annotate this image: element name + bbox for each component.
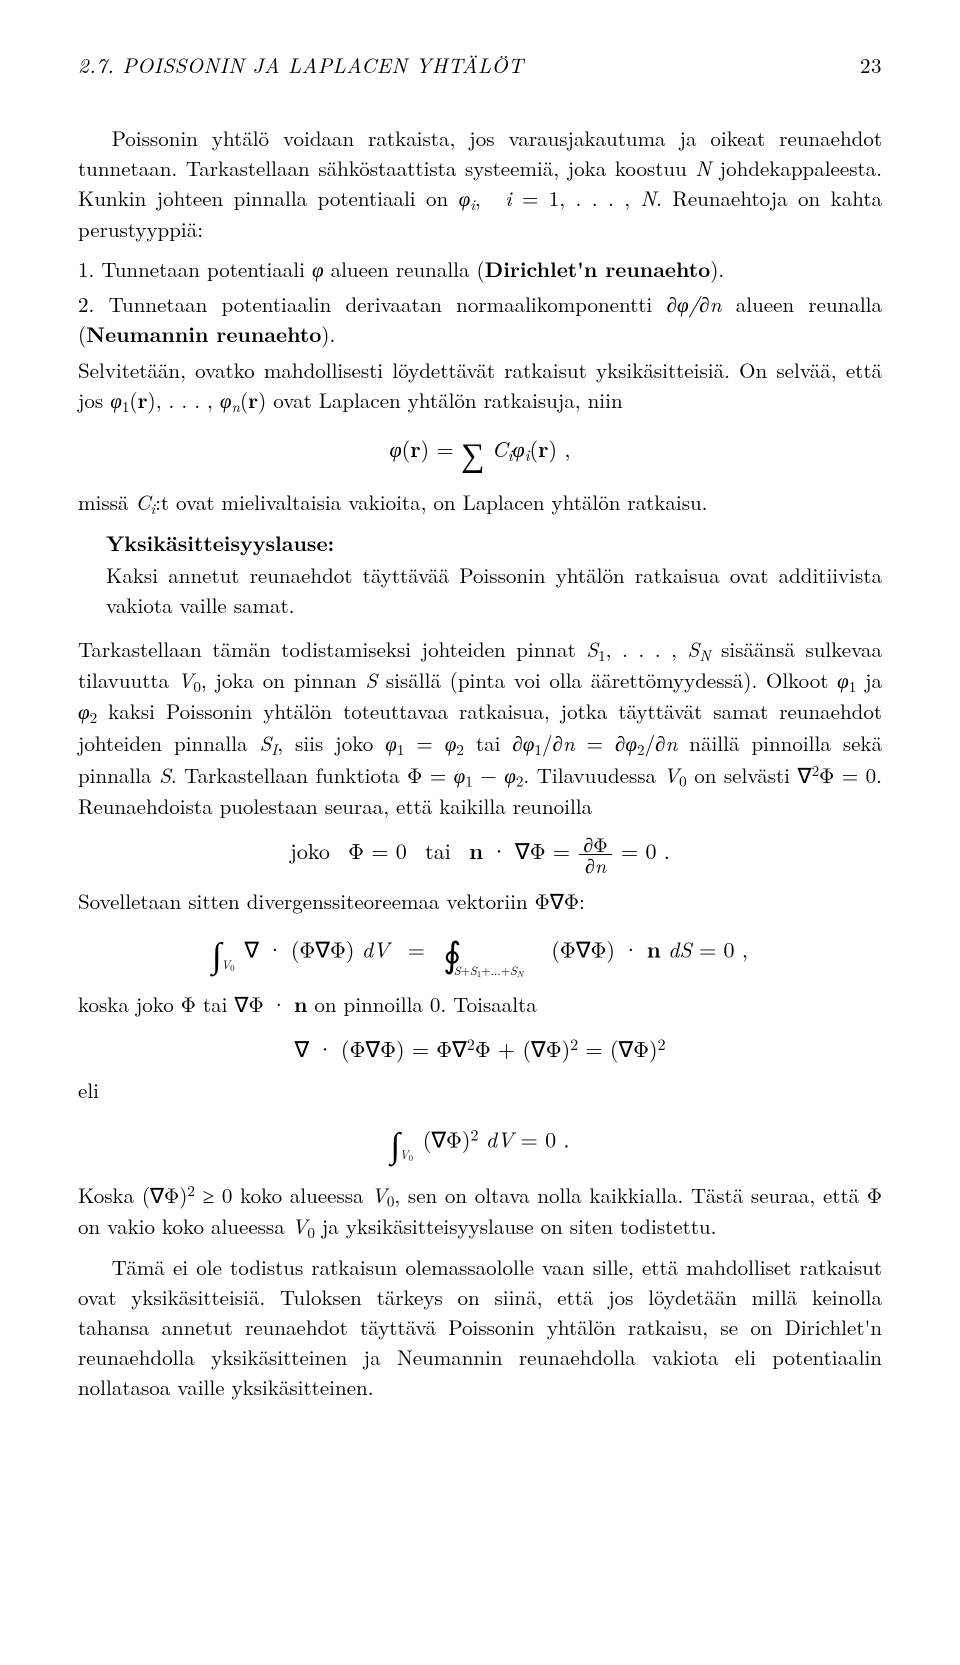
para-intro: Poissonin yhtälö voidaan ratkaista, jos … — [78, 124, 882, 245]
equation-divergence-integral: ∫V0 ∇ · (Φ∇Φ) dV = ∮S+S1+...+SN (Φ∇Φ) · … — [78, 928, 882, 978]
uniqueness-body: Kaksi annetut reunaehdot täyttävää Poiss… — [106, 561, 882, 621]
para-divergence-theorem: Sovelletaan sitten divergenssiteoreemaa … — [78, 887, 882, 917]
para-since-boundary: koska joko Φ tai ∇Φ · n on pinnoilla 0. … — [78, 990, 882, 1020]
uniqueness-title: Yksikäsitteisyyslause: — [106, 528, 334, 558]
uniqueness-theorem-block: Yksikäsitteisyyslause: Kaksi annetut reu… — [106, 529, 882, 620]
running-header: 2.7. POISSONIN JA LAPLACEN YHTÄLÖT 23 — [78, 50, 882, 80]
page: 2.7. POISSONIN JA LAPLACEN YHTÄLÖT 23 Po… — [0, 0, 960, 1665]
equation-superposition: φ(r) = ∑ Ciφi(r) , — [78, 429, 882, 476]
para-proof-setup: Tarkastellaan tämän todistamiseksi johte… — [78, 635, 882, 822]
equation-identity: ∇ · (Φ∇Φ) = Φ∇2Φ + (∇Φ)2 = (∇Φ)2 — [78, 1032, 882, 1064]
para-thus: eli — [78, 1076, 882, 1106]
list-item-neumann: 2. Tunnetaan potentiaalin derivaatan nor… — [78, 290, 882, 350]
para-superposition-tail: missä Ci:t ovat mielivaltaisia vakioita,… — [78, 488, 882, 519]
header-section: 2.7. POISSONIN JA LAPLACEN YHTÄLÖT — [78, 50, 524, 80]
equation-boundary-condition: joko Φ = 0 tai n · ∇Φ = ∂Φ∂n = 0 . — [78, 834, 882, 875]
list-item-dirichlet: 1. Tunnetaan potentiaali φ alueen reunal… — [78, 255, 882, 285]
para-remark: Tämä ei ole todistus ratkaisun olemassao… — [78, 1253, 882, 1402]
para-conclusion: Koska (∇Φ)2 ≥ 0 koko alueessa V0, sen on… — [78, 1180, 882, 1243]
equation-grad-squared-integral: ∫V0 (∇Φ)2 dV = 0 . — [78, 1118, 882, 1168]
header-page-number: 23 — [860, 50, 882, 80]
para-uniqueness-setup: Selvitetään, ovatko mahdollisesti löydet… — [78, 356, 882, 417]
